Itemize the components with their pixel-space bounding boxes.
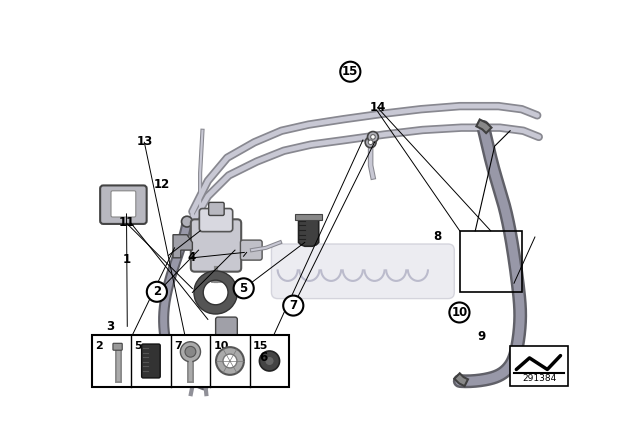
Text: 5: 5 (239, 282, 248, 295)
FancyBboxPatch shape (216, 317, 237, 343)
FancyBboxPatch shape (209, 202, 224, 215)
Text: 3: 3 (106, 320, 114, 333)
Circle shape (259, 351, 280, 371)
Bar (296, 214, 322, 220)
Text: 6: 6 (259, 351, 268, 364)
FancyBboxPatch shape (111, 191, 136, 217)
Text: 8: 8 (433, 230, 441, 243)
Polygon shape (187, 354, 220, 377)
Text: 10: 10 (213, 341, 228, 351)
Circle shape (185, 346, 196, 357)
Text: 2: 2 (95, 341, 102, 351)
Text: 291384: 291384 (522, 374, 556, 383)
Wedge shape (194, 271, 237, 314)
Text: 15: 15 (253, 341, 268, 351)
Circle shape (449, 302, 470, 323)
Text: 14: 14 (369, 101, 386, 114)
Bar (180, 351, 226, 357)
Text: 12: 12 (154, 178, 170, 191)
Circle shape (371, 134, 375, 139)
Circle shape (223, 354, 237, 368)
Circle shape (180, 342, 200, 362)
Text: 7: 7 (289, 299, 298, 312)
Text: 4: 4 (188, 251, 196, 264)
FancyBboxPatch shape (100, 185, 147, 224)
Bar (92, 335, 289, 387)
Text: 2: 2 (153, 285, 161, 298)
Circle shape (265, 356, 274, 366)
FancyBboxPatch shape (113, 343, 122, 350)
Text: 1: 1 (123, 253, 131, 266)
Bar (460, 231, 522, 293)
Text: 11: 11 (119, 216, 135, 229)
Circle shape (216, 347, 244, 375)
FancyBboxPatch shape (191, 220, 241, 271)
Circle shape (182, 216, 193, 227)
Circle shape (367, 132, 378, 142)
Circle shape (234, 278, 253, 298)
Text: 5: 5 (134, 341, 142, 351)
Polygon shape (298, 217, 319, 246)
Text: 15: 15 (342, 65, 358, 78)
FancyBboxPatch shape (141, 344, 160, 378)
Circle shape (340, 62, 360, 82)
FancyBboxPatch shape (271, 244, 454, 299)
Text: 10: 10 (451, 306, 468, 319)
FancyBboxPatch shape (199, 208, 233, 232)
FancyBboxPatch shape (241, 240, 262, 260)
Circle shape (147, 282, 167, 302)
Circle shape (368, 140, 373, 145)
Text: 13: 13 (136, 135, 152, 148)
Bar (510, 346, 568, 386)
Text: 9: 9 (477, 330, 486, 343)
Polygon shape (173, 235, 193, 258)
Text: 7: 7 (174, 341, 182, 351)
Circle shape (365, 137, 376, 148)
Circle shape (284, 296, 303, 315)
